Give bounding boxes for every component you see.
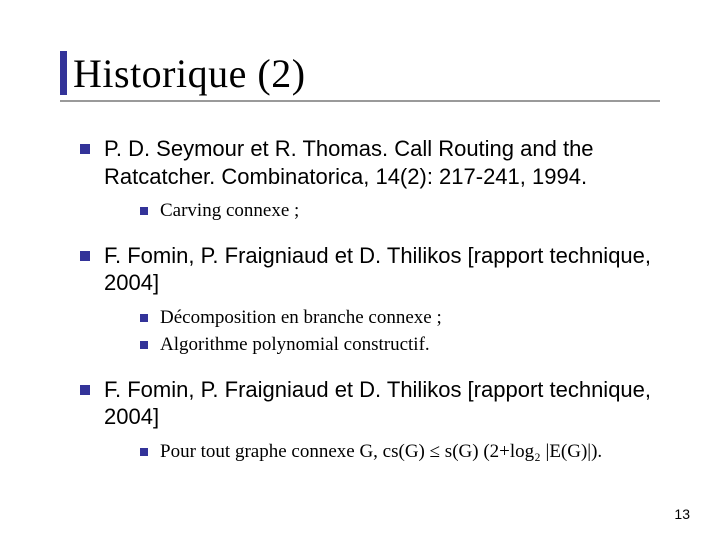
slide: Historique (2) P. D. Seymour et R. Thoma… (0, 0, 720, 540)
sub-list: Décomposition en branche connexe ; Algor… (140, 305, 660, 358)
list-item: Décomposition en branche connexe ; (140, 305, 660, 331)
square-bullet-icon (140, 207, 148, 215)
list-item: Pour tout graphe connexe G, cs(G) ≤ s(G)… (140, 439, 660, 465)
list-item: F. Fomin, P. Fraigniaud et D. Thilikos [… (80, 376, 660, 431)
list-item-text: Carving connexe ; (160, 198, 660, 224)
square-bullet-icon (80, 144, 90, 154)
list-item: Algorithme polynomial constructif. (140, 332, 660, 358)
sub-list: Pour tout graphe connexe G, cs(G) ≤ s(G)… (140, 439, 660, 465)
square-bullet-icon (80, 385, 90, 395)
title-accent-bar (60, 51, 67, 95)
list-item-text: P. D. Seymour et R. Thomas. Call Routing… (104, 135, 660, 190)
list-item: Carving connexe ; (140, 198, 660, 224)
content-area: P. D. Seymour et R. Thomas. Call Routing… (80, 135, 660, 483)
list-item-text: Pour tout graphe connexe G, cs(G) ≤ s(G)… (160, 439, 660, 465)
page-number: 13 (674, 506, 690, 522)
square-bullet-icon (80, 251, 90, 261)
title-underline (60, 100, 660, 102)
slide-title: Historique (2) (73, 50, 306, 97)
list-item-text: F. Fomin, P. Fraigniaud et D. Thilikos [… (104, 376, 660, 431)
square-bullet-icon (140, 314, 148, 322)
list-item: P. D. Seymour et R. Thomas. Call Routing… (80, 135, 660, 190)
square-bullet-icon (140, 448, 148, 456)
list-item-text: Décomposition en branche connexe ; (160, 305, 660, 331)
title-block: Historique (2) (60, 50, 306, 97)
square-bullet-icon (140, 341, 148, 349)
sub-list: Carving connexe ; (140, 198, 660, 224)
list-item-text: Algorithme polynomial constructif. (160, 332, 660, 358)
list-item: F. Fomin, P. Fraigniaud et D. Thilikos [… (80, 242, 660, 297)
list-item-text: F. Fomin, P. Fraigniaud et D. Thilikos [… (104, 242, 660, 297)
